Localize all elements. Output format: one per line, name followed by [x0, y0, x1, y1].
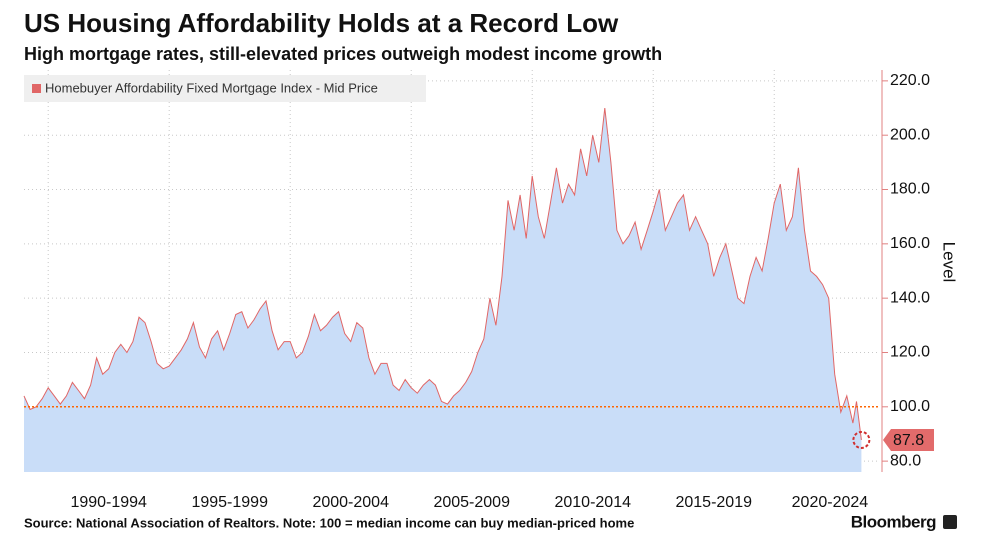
line [23, 107, 862, 440]
y-tick-label: 100.0 [890, 398, 930, 415]
brand: Bloomberg [851, 512, 936, 531]
y-tick-label: 160.0 [890, 235, 930, 252]
y-tick-label: 120.0 [890, 344, 930, 361]
last-value-label: 87.8 [893, 432, 924, 449]
x-tick-label: 2005-2009 [433, 494, 510, 511]
y-axis-label: Level [940, 242, 959, 283]
y-tick-label: 80.0 [890, 452, 921, 469]
legend-swatch [32, 84, 41, 93]
chart-title: US Housing Affordability Holds at a Reco… [24, 8, 619, 38]
legend-box [24, 75, 426, 102]
y-tick-label: 180.0 [890, 181, 930, 198]
y-tick-label: 140.0 [890, 289, 930, 306]
x-tick-label: 1990-1994 [70, 494, 147, 511]
x-tick-label: 2015-2019 [675, 494, 752, 511]
legend-label: Homebuyer Affordability Fixed Mortgage I… [45, 80, 378, 95]
y-tick-label: 220.0 [890, 72, 930, 89]
area [24, 108, 862, 472]
y-tick-label: 200.0 [890, 126, 930, 143]
last-point-marker [852, 430, 871, 449]
x-tick-label: 2020-2024 [792, 494, 869, 511]
brand-icon [943, 515, 957, 529]
chart-subtitle: High mortgage rates, still-elevated pric… [24, 44, 662, 64]
x-tick-label: 2010-2014 [554, 494, 631, 511]
x-tick-label: 2000-2004 [312, 494, 389, 511]
x-tick-label: 1995-1999 [191, 494, 268, 511]
source-note: Source: National Association of Realtors… [24, 515, 634, 530]
last-value-box [883, 428, 934, 451]
